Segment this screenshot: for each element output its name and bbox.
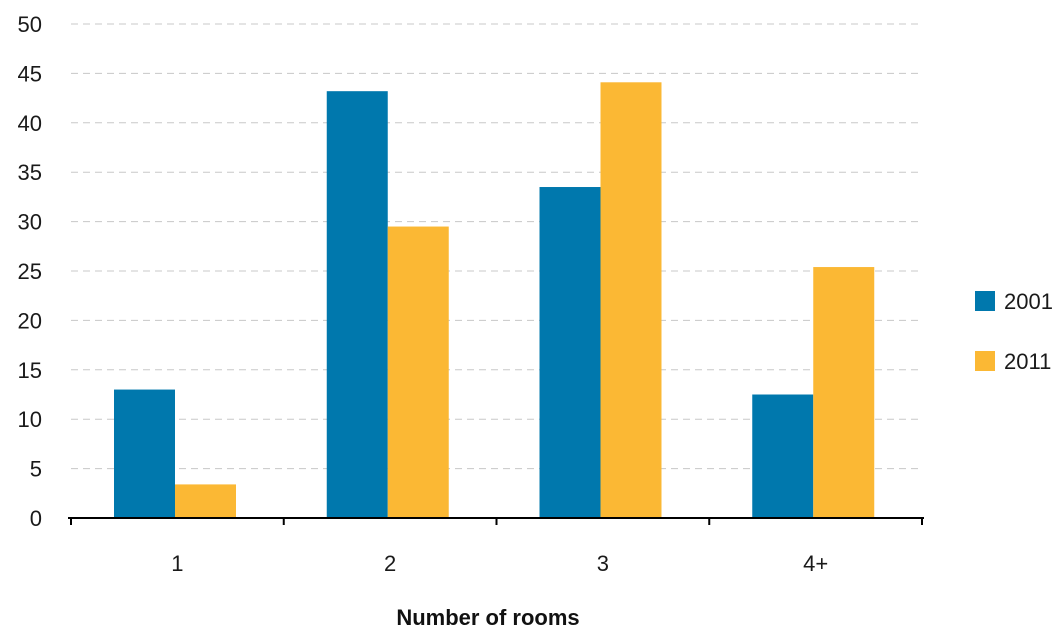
y-tick-label: 35 bbox=[18, 160, 42, 185]
legend-label-2001: 2001 bbox=[1004, 289, 1053, 314]
y-tick-label: 25 bbox=[18, 259, 42, 284]
y-tick-label: 10 bbox=[18, 407, 42, 432]
y-tick-label: 50 bbox=[18, 12, 42, 37]
legend: 2001 2011 bbox=[975, 289, 1053, 374]
y-tick-label: 0 bbox=[30, 506, 42, 531]
y-tick-label: 45 bbox=[18, 61, 42, 86]
y-tick-label: 15 bbox=[18, 358, 42, 383]
axes: 0 5 10 15 20 25 30 35 40 45 50 1 2 3 4+ bbox=[18, 12, 924, 576]
legend-swatch-2011 bbox=[975, 351, 995, 371]
y-tick-label: 30 bbox=[18, 210, 42, 235]
bar-2001-2 bbox=[326, 91, 388, 519]
y-tick-label: 20 bbox=[18, 308, 42, 333]
legend-label-2011: 2011 bbox=[1004, 349, 1051, 374]
bar-2011-4+ bbox=[813, 267, 875, 518]
bar-2001-4+ bbox=[752, 394, 814, 518]
x-tick-label: 2 bbox=[384, 551, 396, 576]
legend-swatch-2001 bbox=[975, 291, 995, 311]
x-axis-title: Number of rooms bbox=[396, 605, 579, 629]
bar-2011-3 bbox=[600, 82, 662, 519]
bar-2001-3 bbox=[539, 187, 601, 518]
bars bbox=[114, 82, 875, 519]
x-tick-label: 3 bbox=[597, 551, 609, 576]
x-tick-label: 1 bbox=[171, 551, 183, 576]
bar-2011-2 bbox=[387, 226, 449, 519]
y-tick-label: 5 bbox=[30, 457, 42, 482]
x-tick-label: 4+ bbox=[803, 551, 828, 576]
y-tick-label: 40 bbox=[18, 111, 42, 136]
bar-2011-1 bbox=[175, 484, 236, 518]
bar-2001-1 bbox=[114, 389, 175, 518]
